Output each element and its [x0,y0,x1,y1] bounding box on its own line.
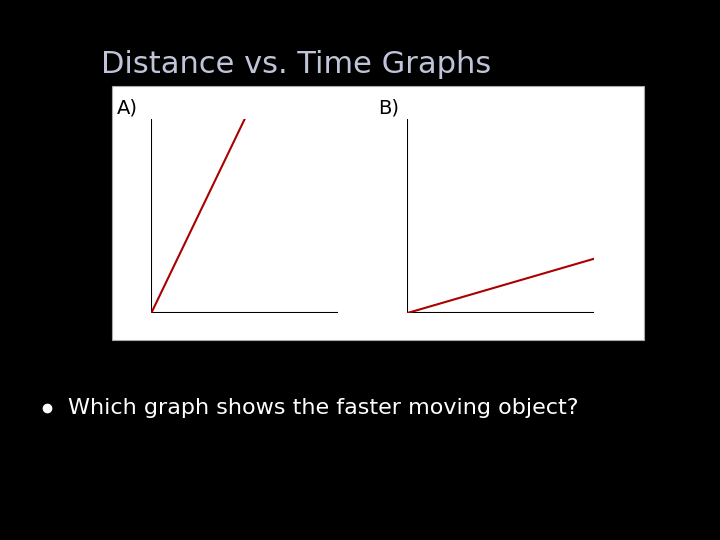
Text: Distance vs. Time Graphs: Distance vs. Time Graphs [101,50,491,79]
FancyBboxPatch shape [112,86,644,340]
Text: Which graph shows the faster moving object?: Which graph shows the faster moving obje… [68,397,579,418]
Text: B): B) [378,98,399,118]
Text: A): A) [117,98,138,118]
